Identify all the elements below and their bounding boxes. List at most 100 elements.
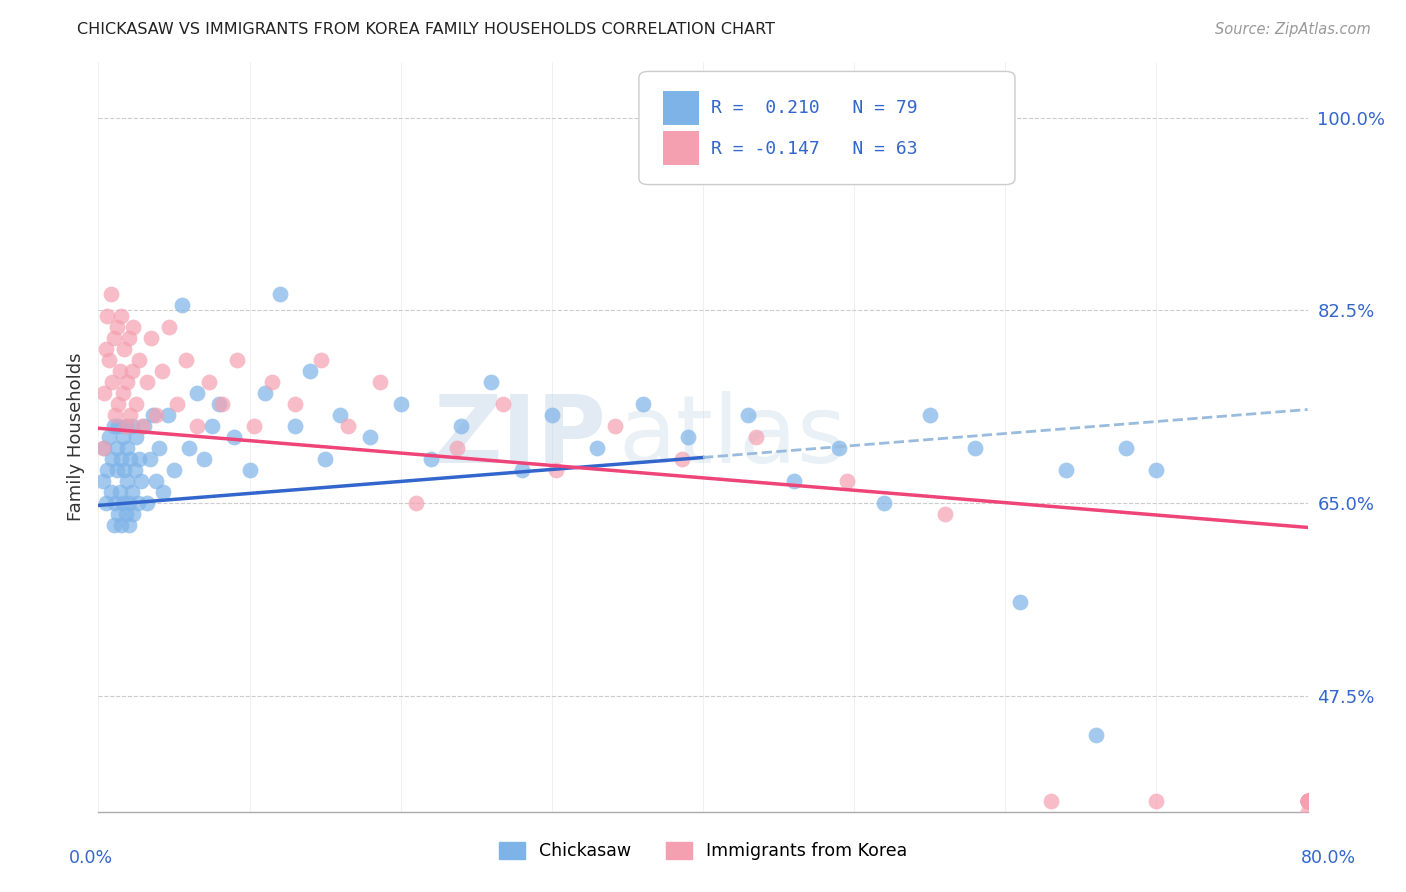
Point <box>110 309 132 323</box>
Point <box>314 452 336 467</box>
Point <box>284 419 307 434</box>
Point <box>211 397 233 411</box>
Point <box>1115 441 1137 455</box>
Point <box>965 441 987 455</box>
Point <box>873 496 896 510</box>
Point <box>166 397 188 411</box>
Point <box>224 430 246 444</box>
Point <box>179 441 201 455</box>
Point <box>201 419 224 434</box>
Point <box>676 430 699 444</box>
Y-axis label: Family Households: Family Households <box>66 353 84 521</box>
Point <box>131 419 153 434</box>
Point <box>193 452 215 467</box>
Point <box>159 319 181 334</box>
Point <box>107 419 129 434</box>
Point <box>197 375 219 389</box>
Point <box>93 441 115 455</box>
Point <box>115 441 138 455</box>
Point <box>96 309 118 323</box>
Point <box>269 286 291 301</box>
Point <box>1296 794 1319 808</box>
Point <box>103 518 125 533</box>
Point <box>226 353 249 368</box>
Point <box>118 331 141 345</box>
Point <box>100 485 122 500</box>
Point <box>129 474 152 488</box>
Point <box>1296 794 1319 808</box>
Point <box>100 286 122 301</box>
Point <box>1010 595 1032 609</box>
Point <box>1296 805 1319 819</box>
Point <box>174 353 197 368</box>
Point <box>1296 794 1319 808</box>
Point <box>481 375 503 389</box>
Point <box>111 430 134 444</box>
Point <box>1296 794 1319 808</box>
Point <box>170 298 193 312</box>
Point <box>1296 794 1319 808</box>
Point <box>145 474 167 488</box>
Point <box>118 496 141 510</box>
Point <box>918 408 941 422</box>
Point <box>107 397 129 411</box>
Point <box>98 430 121 444</box>
Point <box>835 474 858 488</box>
Point <box>105 319 128 334</box>
Point <box>91 441 114 455</box>
Point <box>96 463 118 477</box>
Point <box>94 496 117 510</box>
Point <box>360 430 382 444</box>
Point <box>420 452 443 467</box>
Point <box>329 408 352 422</box>
Point <box>125 397 148 411</box>
Text: 80.0%: 80.0% <box>1301 849 1357 867</box>
Point <box>103 419 125 434</box>
Point <box>1296 794 1319 808</box>
Point <box>405 496 427 510</box>
Point <box>122 319 145 334</box>
Point <box>121 419 143 434</box>
Point <box>128 353 150 368</box>
Point <box>510 463 533 477</box>
Point <box>124 463 146 477</box>
Point <box>1236 815 1258 830</box>
Point <box>1296 794 1319 808</box>
Point <box>152 485 174 500</box>
Point <box>110 452 132 467</box>
Point <box>127 496 149 510</box>
Point <box>145 408 167 422</box>
Point <box>142 408 165 422</box>
Text: 0.0%: 0.0% <box>69 849 114 867</box>
Point <box>605 419 627 434</box>
Point <box>112 342 135 356</box>
Point <box>104 496 127 510</box>
Point <box>120 408 142 422</box>
Point <box>115 474 138 488</box>
Point <box>1296 794 1319 808</box>
Point <box>122 507 145 521</box>
Bar <box>664 131 699 165</box>
Text: R = -0.147   N = 63: R = -0.147 N = 63 <box>711 140 918 158</box>
Point <box>163 463 186 477</box>
Point <box>262 375 284 389</box>
Text: R =  0.210   N = 79: R = 0.210 N = 79 <box>711 99 918 117</box>
Point <box>1296 794 1319 808</box>
Point <box>368 375 391 389</box>
Point <box>299 364 322 378</box>
Point <box>112 463 135 477</box>
Point <box>1039 794 1062 808</box>
Point <box>101 375 124 389</box>
Point <box>108 485 131 500</box>
Point <box>253 386 276 401</box>
Point <box>309 353 332 368</box>
Point <box>132 419 155 434</box>
Point <box>118 518 141 533</box>
Point <box>446 441 468 455</box>
Point <box>135 375 157 389</box>
Point <box>540 408 562 422</box>
Point <box>186 386 208 401</box>
Point <box>208 397 231 411</box>
Point <box>1054 463 1077 477</box>
Point <box>93 386 115 401</box>
